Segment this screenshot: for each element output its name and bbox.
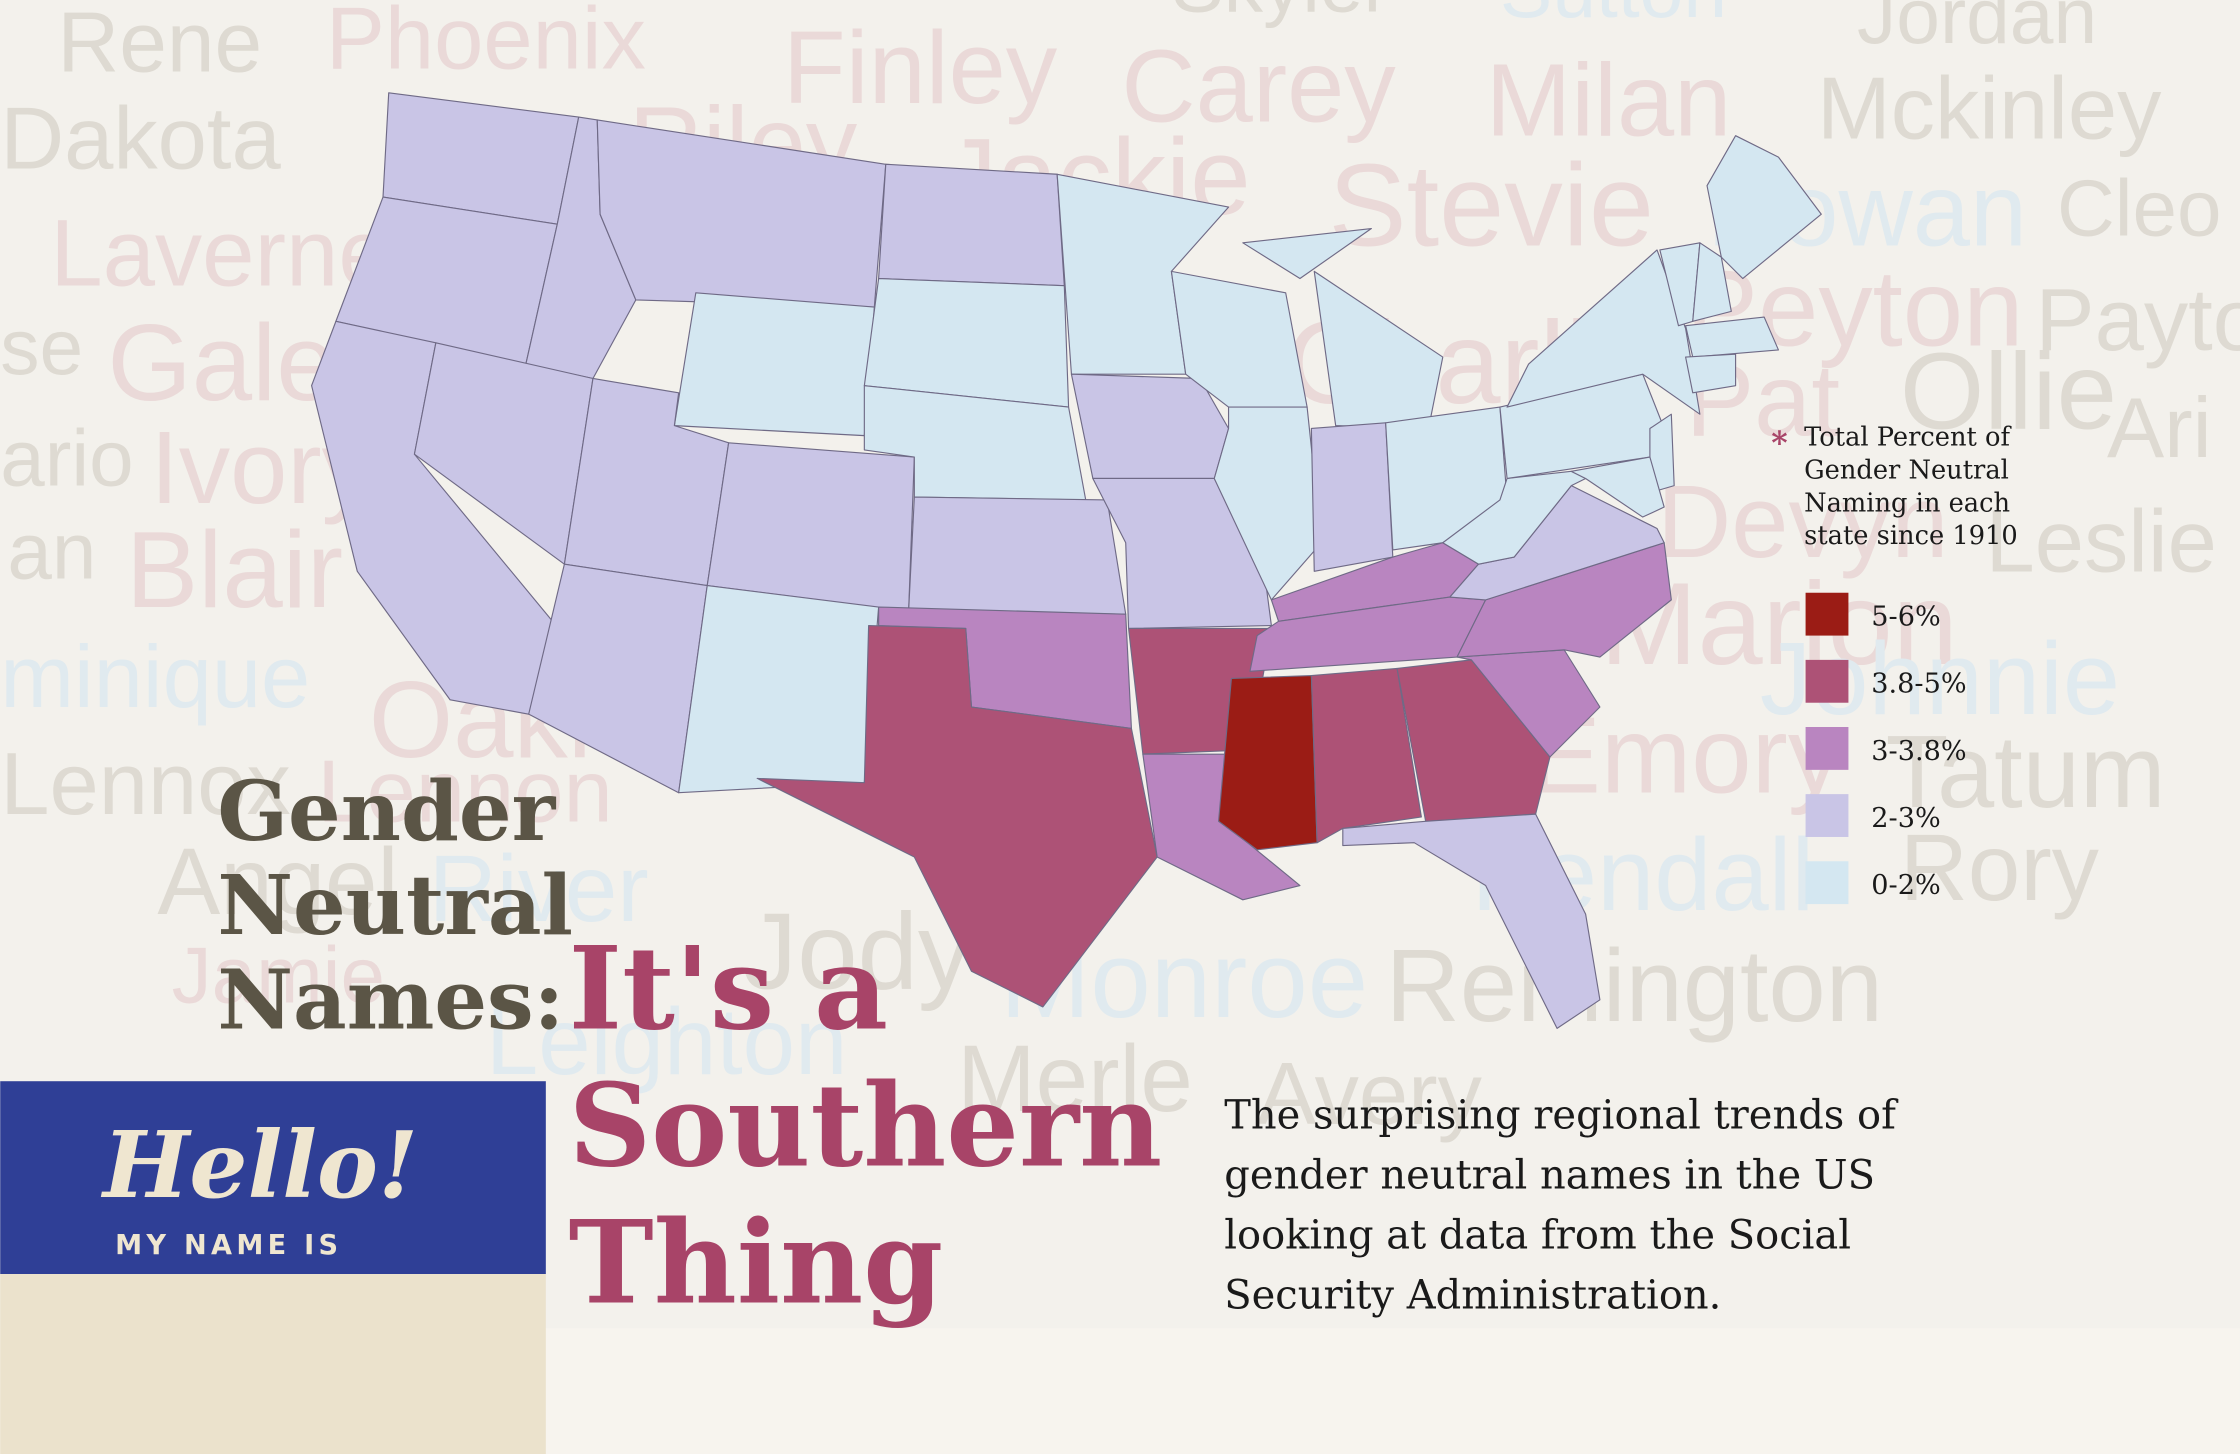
legend-swatch <box>1805 592 1849 636</box>
state <box>1313 270 1444 430</box>
legend-swatch <box>1805 727 1849 770</box>
title-line: Gender <box>217 762 556 860</box>
subtitle-line: The surprising regional trends of <box>1224 1092 1899 1138</box>
legend-swatch <box>1805 659 1849 703</box>
name-tag-blank <box>0 1274 546 1454</box>
state <box>878 163 1065 287</box>
subtitle-line: looking at data from the Social <box>1224 1212 1851 1258</box>
background-name: Avery <box>1257 1044 1482 1143</box>
legend-label: 3-3.8% <box>1871 736 1966 767</box>
background-name: Ollie <box>1900 331 2117 452</box>
legend-marker: * <box>1771 425 1787 462</box>
background-name: Payton <box>2036 270 2240 369</box>
background-name: Remington <box>1386 928 1883 1043</box>
background-name: Carey <box>1121 28 1396 143</box>
state <box>1342 813 1601 1029</box>
subtitle-line: gender neutral names in the US <box>1224 1152 1875 1198</box>
background-name: Leslie <box>1986 491 2217 590</box>
background-name: Finley <box>783 10 1058 125</box>
background-name: Merle <box>957 1026 1193 1131</box>
legend-label: 3.8-5% <box>1871 669 1966 700</box>
background-name: Mckinley <box>1817 59 2162 158</box>
state <box>908 496 1127 615</box>
name-tag-caption: MY NAME IS <box>115 1230 342 1261</box>
background-name: Blair <box>126 510 343 631</box>
background-name: se <box>0 303 83 391</box>
background-name: Leighton <box>486 989 848 1094</box>
state <box>1070 373 1230 480</box>
background-name: Ari <box>2107 380 2212 476</box>
background-name: Milan <box>1486 43 1732 158</box>
legend-swatch <box>1805 794 1849 837</box>
state <box>1396 659 1551 822</box>
state <box>1506 249 1701 415</box>
background-name: Tatum <box>1886 714 2166 829</box>
background-name: Dakota <box>0 89 281 188</box>
state <box>673 292 875 437</box>
background-name: Jamie <box>172 931 385 1020</box>
state <box>1692 242 1732 322</box>
state <box>1217 675 1318 851</box>
legend-title-line: Naming in each <box>1804 488 2010 518</box>
background-name: ario <box>0 414 133 503</box>
title-line: Names: <box>217 950 564 1048</box>
title-line: Neutral <box>217 856 573 954</box>
background-name: River <box>429 836 649 941</box>
legend-swatch <box>1805 861 1849 905</box>
legend-title-line: state since 1910 <box>1804 521 2018 551</box>
us-map <box>311 92 1822 1029</box>
legend-title-line: Gender Neutral <box>1804 455 2009 485</box>
state <box>1685 316 1780 358</box>
legend-label: 2-3% <box>1871 803 1940 834</box>
state <box>678 585 880 794</box>
background-name: Stevie <box>1329 140 1654 271</box>
state <box>1570 456 1665 518</box>
background-name: Rory <box>1900 815 2099 920</box>
background-name: Rene <box>57 0 262 90</box>
state <box>756 625 1158 1008</box>
background-name: Jody <box>743 891 973 1012</box>
subtitle-line: Security Administration. <box>1224 1272 1721 1318</box>
background-name: Phoenix <box>326 0 646 88</box>
state <box>863 277 1070 408</box>
background-name: Cleo <box>2057 164 2221 253</box>
state <box>1310 422 1394 572</box>
background-name: Lennox <box>0 734 291 833</box>
legend-title-line: Total Percent of <box>1804 423 2012 453</box>
background-name: Lennon <box>317 741 612 840</box>
background-name: Skyler <box>1171 0 1389 28</box>
name-tag-greeting: Hello! <box>100 1111 418 1219</box>
legend-label: 0-2% <box>1871 870 1940 901</box>
background-name: minique <box>0 627 310 726</box>
name-tag-band <box>0 1081 546 1275</box>
background-name: an <box>7 506 96 595</box>
highlight-line: It's a <box>569 921 888 1055</box>
background-name: Laverne <box>50 201 391 306</box>
background-name: Gale <box>107 303 336 424</box>
state <box>1442 470 1587 565</box>
background-name: Angel <box>157 829 398 934</box>
state <box>706 442 915 612</box>
highlight-line: Southern <box>569 1058 1163 1192</box>
highlight-line: Thing <box>569 1196 943 1330</box>
background-name: Sutton <box>1500 0 1727 34</box>
state <box>1685 353 1737 394</box>
state <box>1310 667 1422 844</box>
state <box>1242 227 1372 280</box>
background-name: Jordan <box>1857 0 2097 60</box>
legend-label: 5-6% <box>1871 602 1940 633</box>
background-name: Devyn <box>1657 464 1948 579</box>
